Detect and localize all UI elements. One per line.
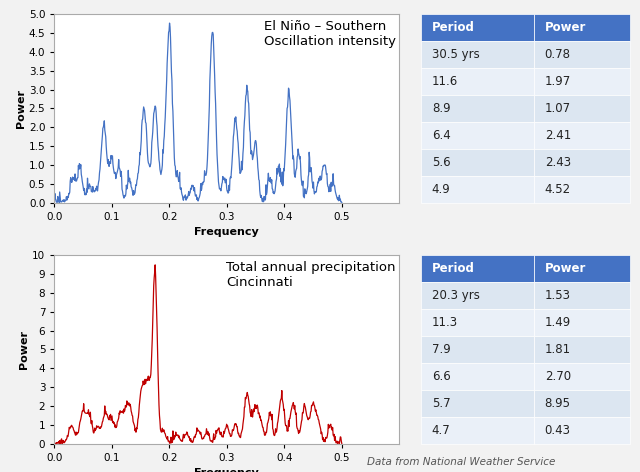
Bar [534,68,630,95]
Text: 0.78: 0.78 [545,48,571,61]
Bar [534,122,630,149]
Text: Power: Power [545,262,586,275]
Text: 1.53: 1.53 [545,289,571,302]
Text: 1.97: 1.97 [545,75,571,88]
Bar [421,68,534,95]
Text: 6.4: 6.4 [432,129,451,142]
Text: Period: Period [432,21,475,34]
Text: 2.43: 2.43 [545,156,571,169]
Bar [421,41,534,68]
Bar [421,282,534,309]
Text: 8.95: 8.95 [545,397,571,410]
Bar [421,149,534,176]
Text: 2.70: 2.70 [545,370,571,383]
Bar [534,363,630,390]
Bar [534,41,630,68]
Bar [421,255,534,282]
Bar [534,390,630,417]
Bar [421,309,534,336]
Bar [421,417,534,444]
X-axis label: Frequency: Frequency [195,468,259,472]
Text: 20.3 yrs: 20.3 yrs [432,289,480,302]
Bar [534,95,630,122]
Text: 4.7: 4.7 [432,424,451,437]
Text: 4.9: 4.9 [432,183,451,195]
Bar [534,176,630,202]
Text: 11.6: 11.6 [432,75,458,88]
Text: 7.9: 7.9 [432,343,451,356]
Text: 30.5 yrs: 30.5 yrs [432,48,479,61]
Text: Total annual precipitation
Cincinnati: Total annual precipitation Cincinnati [227,261,396,289]
Text: El Niño – Southern
Oscillation intensity: El Niño – Southern Oscillation intensity [264,20,396,48]
Text: 6.6: 6.6 [432,370,451,383]
Bar [534,282,630,309]
Text: 8.9: 8.9 [432,102,451,115]
Text: 11.3: 11.3 [432,316,458,329]
Bar [421,122,534,149]
Bar [534,309,630,336]
Bar [534,14,630,41]
Bar [534,255,630,282]
Bar [421,176,534,202]
Bar [421,390,534,417]
Text: 1.49: 1.49 [545,316,571,329]
Bar [421,336,534,363]
Bar [534,336,630,363]
Text: 1.07: 1.07 [545,102,571,115]
Text: 0.43: 0.43 [545,424,571,437]
Bar [421,363,534,390]
Text: Data from National Weather Service: Data from National Weather Service [367,457,555,467]
Text: Period: Period [432,262,475,275]
Bar [421,95,534,122]
Text: 5.6: 5.6 [432,156,451,169]
Y-axis label: Power: Power [16,89,26,128]
Bar [534,417,630,444]
Text: 4.52: 4.52 [545,183,571,195]
X-axis label: Frequency: Frequency [195,227,259,237]
Bar [421,14,534,41]
Text: Power: Power [545,21,586,34]
Y-axis label: Power: Power [19,330,29,369]
Text: 2.41: 2.41 [545,129,571,142]
Bar [534,149,630,176]
Text: 5.7: 5.7 [432,397,451,410]
Text: 1.81: 1.81 [545,343,571,356]
